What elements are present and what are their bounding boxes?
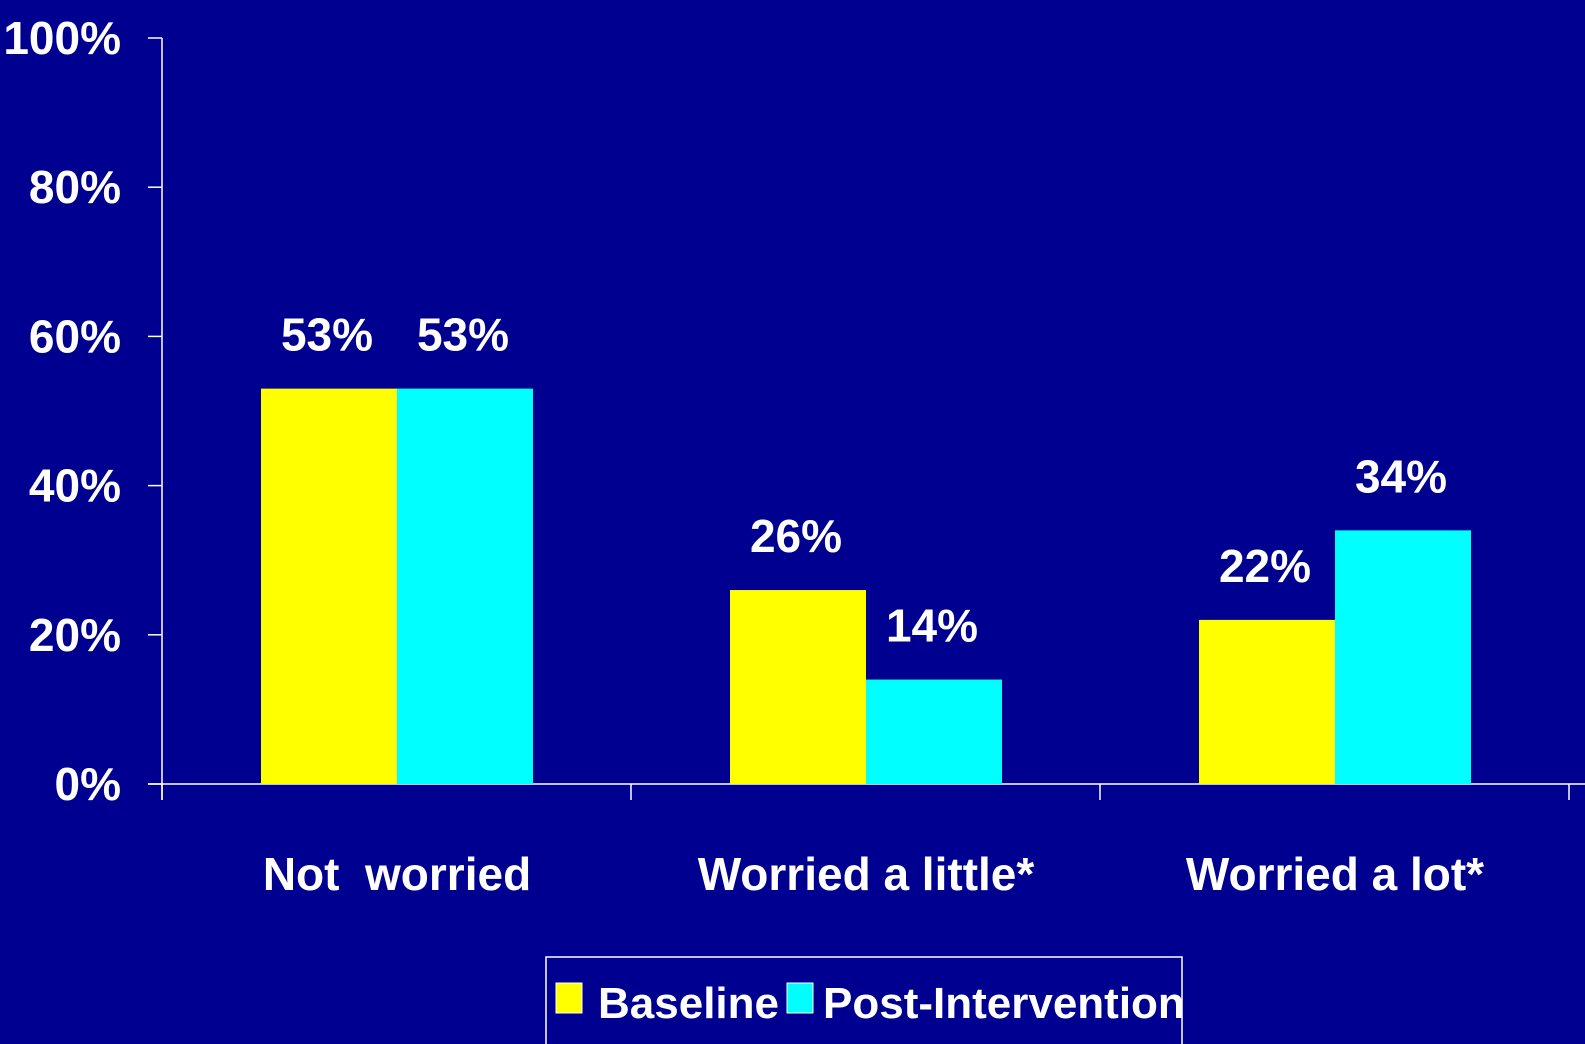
post-intervention-bar — [1335, 530, 1471, 784]
baseline-value-label: 26% — [750, 510, 842, 562]
baseline-legend-label: Baseline — [598, 979, 779, 1028]
baseline-legend-swatch — [555, 982, 583, 1014]
post-intervention-value-label: 34% — [1355, 450, 1447, 502]
baseline-value-label: 53% — [281, 309, 373, 361]
post-intervention-bar — [866, 679, 1002, 784]
baseline-bar — [1199, 619, 1335, 784]
baseline-bar — [730, 590, 866, 784]
x-category-label: Not worried — [263, 848, 531, 900]
x-category-label: Worried a lot* — [1186, 848, 1484, 900]
x-category-label: Worried a little* — [698, 848, 1035, 900]
post-intervention-bar — [397, 388, 533, 784]
y-tick-label: 20% — [29, 609, 121, 661]
post-intervention-value-label: 14% — [886, 600, 978, 652]
baseline-bar — [261, 388, 397, 784]
y-tick-label: 0% — [55, 758, 121, 810]
bars — [261, 388, 1471, 784]
baseline-value-label: 22% — [1219, 540, 1311, 592]
category-labels: Not worried Worried a little* Worried a lo… — [263, 848, 1484, 900]
y-tick-label: 60% — [29, 310, 121, 362]
legend-box — [545, 956, 1183, 1044]
y-tick-label: 80% — [29, 161, 121, 213]
value-labels: 53% 53% 26% 14% 22% 34% — [281, 309, 1447, 652]
legend: Baseline Post-Intervention — [545, 956, 1185, 1044]
axes: 0% 20% 40% 60% 80% 100% — [3, 12, 1585, 810]
y-tick-label: 40% — [29, 460, 121, 512]
y-tick-label: 100% — [3, 12, 121, 64]
post-intervention-legend-swatch — [786, 982, 814, 1014]
post-intervention-value-label: 53% — [417, 309, 509, 361]
post-intervention-legend-label: Post-Intervention — [823, 979, 1185, 1028]
